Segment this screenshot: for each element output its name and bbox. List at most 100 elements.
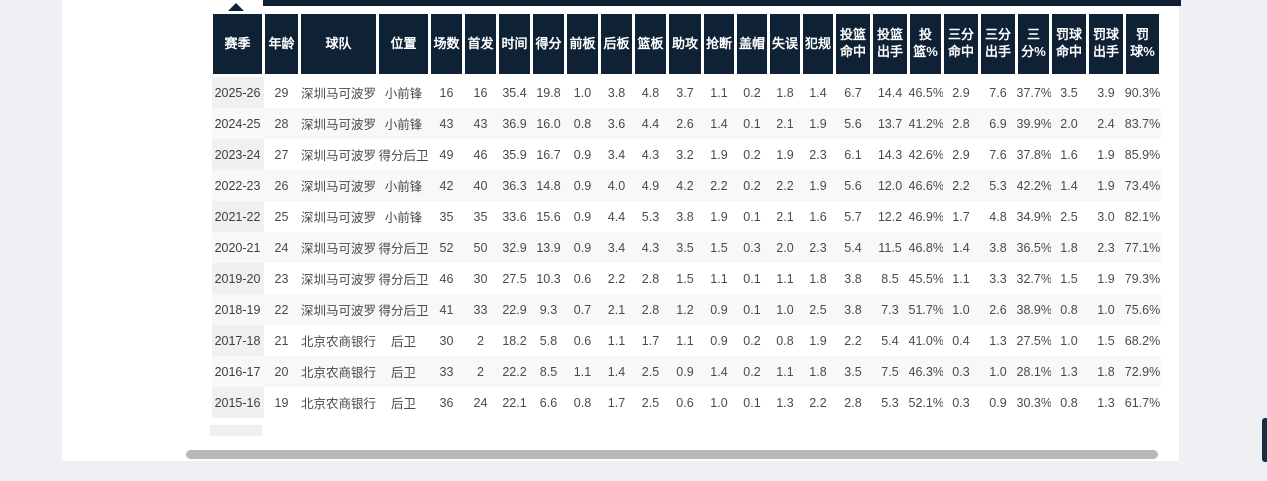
stat-cell: 77.1% [1124,232,1161,263]
season-cell: 2020-21 [211,232,264,263]
stat-cell: 深圳马可波罗 [299,294,378,325]
stat-cell: 1.0 [1087,294,1125,325]
stat-cell: 1.3 [1087,387,1125,418]
stat-cell: 52.1% [908,387,943,418]
table-row: 2024-25 28 深圳马可波罗 小前锋 43 43 36.9 16.0 0.8 3.6 4.4 2… [211,108,1161,139]
stat-cell: 1.3 [1050,356,1088,387]
stat-cell: 0.4 [942,325,980,356]
stat-cell: 1.0 [979,356,1017,387]
stat-cell: 42 [429,170,464,201]
stat-cell: 40 [463,170,498,201]
column-header-19: 三分命中 [941,11,981,77]
stat-cell: 2.0 [768,232,802,263]
header-arrow-icon [227,3,245,12]
horizontal-scrollbar-thumb[interactable] [186,450,1158,459]
stat-cell: 6.6 [531,387,566,418]
stat-cell: 1.4 [801,75,835,108]
stat-cell: 1.9 [801,170,835,201]
stat-cell: 30 [429,325,464,356]
stat-cell: 2.1 [599,294,634,325]
stat-cell: 0.9 [702,325,736,356]
column-header-12: 抢断 [701,11,737,77]
stat-cell: 34.9% [1016,201,1051,232]
stat-cell: 0.2 [735,139,769,170]
stat-cell: 1.7 [633,325,668,356]
stat-cell: 1.2 [667,294,703,325]
vertical-scrollbar-thumb[interactable] [1262,418,1267,462]
stat-cell: 1.4 [599,356,634,387]
table-row: 2025-26 29 深圳马可波罗 小前锋 16 16 35.4 19.8 1.0 3.8 4.8 3… [211,75,1161,108]
stat-cell: 1.1 [702,263,736,294]
stat-cell: 3.8 [834,294,872,325]
stat-cell: 1.8 [801,356,835,387]
stat-cell: 2.1 [768,108,802,139]
stat-cell: 5.7 [834,201,872,232]
stat-cell: 21 [263,325,300,356]
table-row: 2018-19 22 深圳马可波罗 得分后卫 41 33 22.9 9.3 0.7 2.1 2.8 1… [211,294,1161,325]
stat-cell: 1.1 [599,325,634,356]
stat-cell: 0.2 [735,356,769,387]
stat-cell: 41.0% [908,325,943,356]
stat-cell: 42.6% [908,139,943,170]
stat-cell: 2 [463,356,498,387]
stat-cell: 46 [429,263,464,294]
stat-cell: 8.5 [531,356,566,387]
stat-cell: 35 [429,201,464,232]
stat-cell: 1.9 [768,139,802,170]
stat-cell: 4.4 [599,201,634,232]
stat-cell: 27.5 [497,263,532,294]
column-header-3: 位置 [376,11,431,77]
stat-cell: 1.3 [979,325,1017,356]
stat-cell: 68.2% [1124,325,1161,356]
stat-cell: 75.6% [1124,294,1161,325]
stat-cell: 0.3 [942,387,980,418]
stat-cell: 29 [263,75,300,108]
table-row: 2015-16 19 北京农商银行 后卫 36 24 22.1 6.6 0.8 1.7 2.5 0.6… [211,387,1161,418]
stat-cell: 2.4 [1087,108,1125,139]
stat-cell: 46.3% [908,356,943,387]
stat-cell: 22.2 [497,356,532,387]
stat-cell: 1.8 [768,75,802,108]
stat-cell: 7.6 [979,139,1017,170]
stat-cell: 23 [263,263,300,294]
stat-cell: 20 [263,356,300,387]
stat-cell: 3.8 [667,201,703,232]
stat-cell: 2.2 [768,170,802,201]
stat-cell: 小前锋 [377,75,430,108]
stat-cell: 3.3 [979,263,1017,294]
stat-cell: 15.6 [531,201,566,232]
stat-cell: 2.8 [633,263,668,294]
stat-cell: 33.6 [497,201,532,232]
stat-cell: 2.1 [768,201,802,232]
stat-cell: 4.8 [633,75,668,108]
stat-cell: 41.2% [908,108,943,139]
season-cell: 2025-26 [211,75,264,108]
column-header-8: 前板 [564,11,601,77]
stat-cell: 85.9% [1124,139,1161,170]
stat-cell: 1.5 [1087,325,1125,356]
stat-cell: 2 [463,325,498,356]
header-row: 赛季 年龄 球队 位置 场数 首发 时间 得分 前板 后板 篮板 助攻 抢断 盖帽 失误 犯规 投篮命中 投篮出手… [210,11,1162,77]
stat-cell: 49 [429,139,464,170]
stat-cell: 28.1% [1016,356,1051,387]
stat-cell: 1.1 [942,263,980,294]
stat-cell: 3.5 [834,356,872,387]
stat-cell: 35 [463,201,498,232]
stat-cell: 5.4 [834,232,872,263]
column-header-21: 三分% [1015,11,1052,77]
stat-cell: 0.8 [565,108,600,139]
column-header-16: 投篮命中 [833,11,873,77]
season-cell: 2022-23 [211,170,264,201]
stat-cell: 22.1 [497,387,532,418]
stat-cell: 42.2% [1016,170,1051,201]
stat-cell: 33 [429,356,464,387]
stat-cell: 1.7 [599,387,634,418]
stat-cell: 7.3 [871,294,909,325]
stat-cell: 3.8 [979,232,1017,263]
stat-cell: 1.9 [702,139,736,170]
stat-cell: 1.9 [1087,139,1125,170]
season-cell: 2018-19 [211,294,264,325]
stat-cell: 46.5% [908,75,943,108]
stat-cell: 1.0 [942,294,980,325]
stat-cell: 1.0 [768,294,802,325]
